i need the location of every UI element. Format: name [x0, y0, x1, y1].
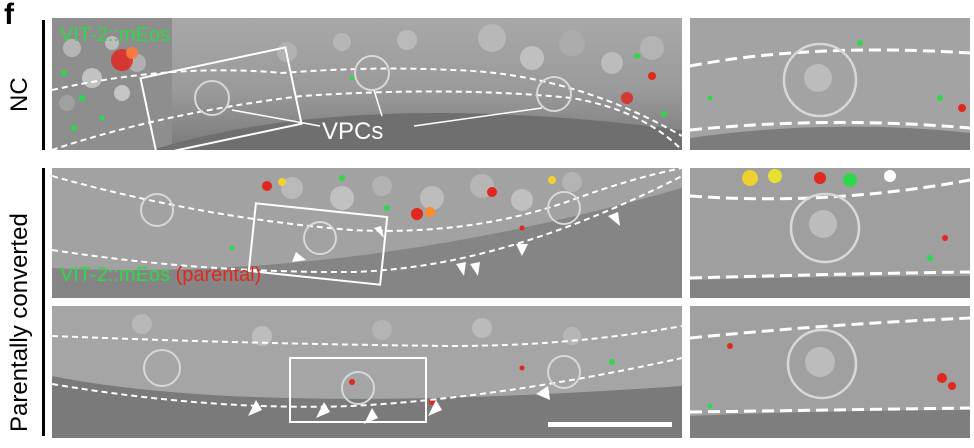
row-bar-parental	[42, 168, 45, 436]
channel-label-middle-green: VIT-2::mEos	[60, 264, 171, 286]
channel-label-middle: VIT-2::mEos (parental)	[60, 264, 261, 287]
micrograph-parental-overview-2	[52, 306, 682, 438]
micrograph-parental-zoom-2-image	[690, 306, 970, 438]
figure-letter: f	[4, 0, 14, 31]
micrograph-nc-overview: VIT-2::mEos VPCs	[52, 18, 682, 150]
micrograph-parental-zoom-1	[690, 168, 970, 298]
micrograph-parental-overview-2-image	[52, 306, 682, 438]
micrograph-nc-zoom-image	[690, 18, 970, 150]
micrograph-parental-zoom-1-image	[690, 168, 970, 298]
channel-label-top: VIT-2::mEos	[60, 24, 171, 46]
micrograph-nc-overview-image	[52, 18, 682, 150]
row-bar-nc	[42, 20, 45, 150]
scale-bar	[548, 422, 672, 427]
row-label-nc: NC	[6, 77, 33, 112]
row-label-parental: Parentally converted	[6, 213, 33, 432]
vpcs-label: VPCs	[322, 118, 384, 145]
channel-label-middle-red: (parental)	[175, 264, 262, 286]
micrograph-parental-overview-1-image	[52, 168, 682, 298]
micrograph-parental-zoom-2	[690, 306, 970, 438]
micrograph-parental-overview-1: VIT-2::mEos (parental)	[52, 168, 682, 298]
micrograph-nc-zoom	[690, 18, 970, 150]
